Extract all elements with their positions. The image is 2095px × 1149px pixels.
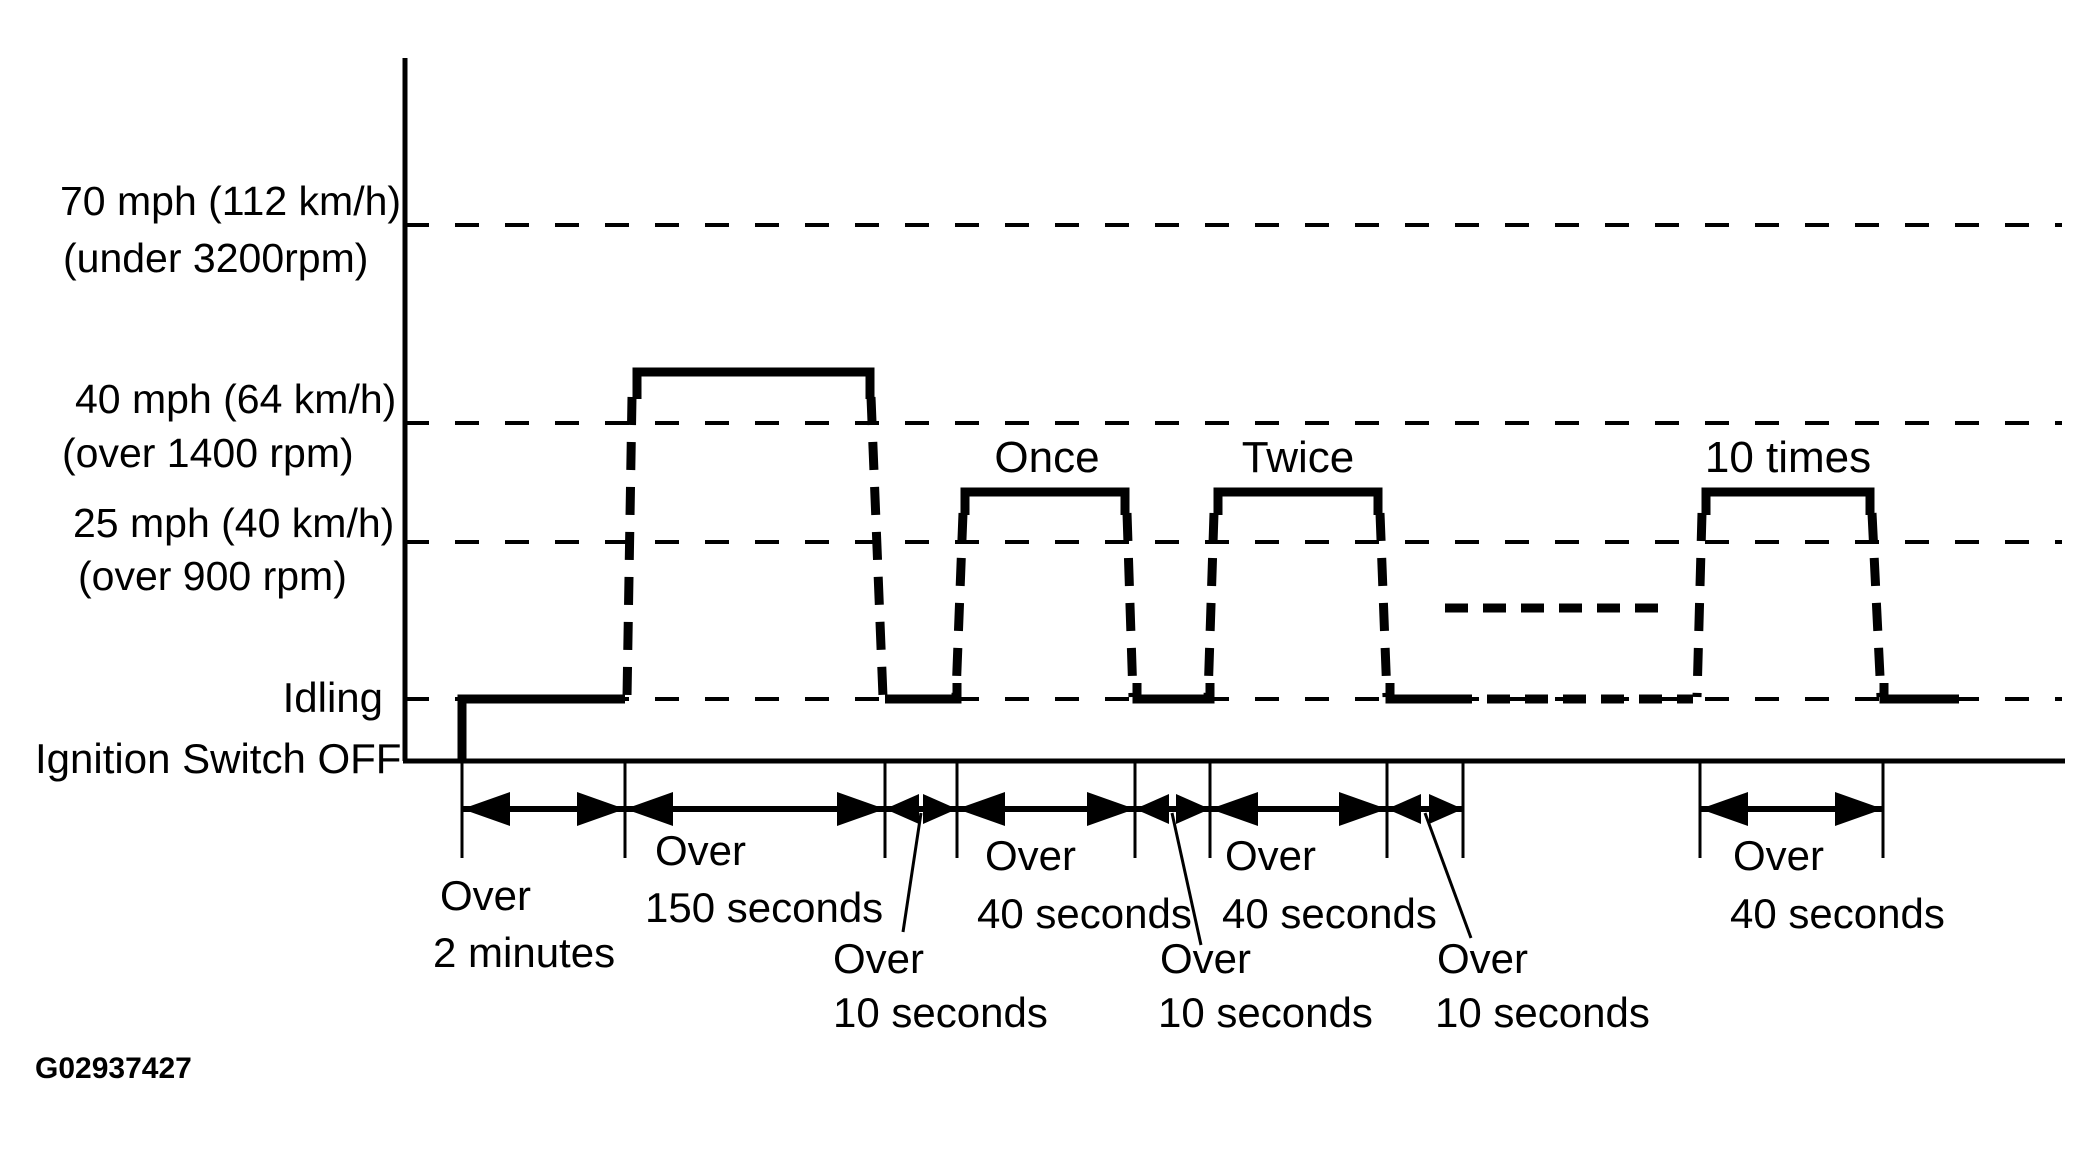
duration-10-seconds-3-line1: Over [1437, 935, 1528, 982]
arrow-over-10-seconds-2 [1135, 794, 1210, 824]
trace-once-plateau [960, 487, 1130, 515]
trace-start-idle-segment [457, 694, 625, 763]
label-ten-times: 10 times [1705, 433, 1871, 482]
trace-ramp-up-ten-times [1692, 512, 1707, 698]
duration-2-minutes-line2: 2 minutes [433, 929, 615, 976]
duration-40-seconds-twice-line2: 40 seconds [1222, 890, 1437, 937]
duration-10-seconds-1-line2: 10 seconds [833, 989, 1048, 1036]
arrow-over-10-seconds-3 [1387, 794, 1463, 824]
trace-ramp-down-once [1122, 512, 1138, 698]
duration-150-seconds-line1: Over [655, 827, 746, 874]
trace-idle-segment-3 [1385, 683, 1472, 704]
trace-ramp-up-once [951, 512, 968, 696]
label-40mph-line2: (over 1400 rpm) [62, 430, 354, 476]
duration-40-seconds-ten-line1: Over [1733, 832, 1824, 879]
trace-ramp-down-twice [1375, 512, 1392, 698]
duration-10-seconds-3-line2: 10 seconds [1435, 989, 1650, 1036]
label-70mph-line2: (under 3200rpm) [63, 235, 368, 281]
trace-40mph-plateau [632, 367, 875, 399]
arrow-over-40-seconds-ten [1700, 792, 1883, 826]
trace-ramp-up-40mph [622, 396, 637, 698]
trace-ramp-down-ten-times [1867, 512, 1886, 698]
trace-idle-segment-1 [885, 683, 962, 704]
label-idling: Idling [283, 674, 383, 721]
arrow-over-40-seconds-once [957, 792, 1135, 826]
leader-10-seconds-1 [901, 812, 923, 933]
label-twice: Twice [1242, 433, 1354, 482]
duration-40-seconds-twice-line1: Over [1225, 832, 1316, 879]
duration-10-seconds-1-line1: Over [833, 935, 924, 982]
duration-150-seconds-line2: 150 seconds [645, 884, 883, 931]
label-40mph-line1: 40 mph (64 km/h) [75, 376, 396, 422]
trace-idle-segment-4 [1879, 683, 1959, 704]
trace-idle-segment-2 [1132, 683, 1215, 704]
trace-ramp-down-40mph [866, 396, 888, 698]
trace-ten-times-plateau [1701, 487, 1875, 515]
duration-2-minutes-line1: Over [440, 872, 531, 919]
trace-ramp-up-twice [1203, 512, 1219, 698]
label-ignition-switch-off: Ignition Switch OFF [35, 735, 401, 782]
duration-10-seconds-2-line2: 10 seconds [1158, 989, 1373, 1036]
leader-10-seconds-3 [1423, 812, 1473, 939]
duration-40-seconds-once-line1: Over [985, 832, 1076, 879]
label-once: Once [994, 433, 1099, 482]
label-70mph-line1: 70 mph (112 km/h) [60, 178, 401, 224]
figure-code: G02937427 [35, 1052, 192, 1085]
label-25mph-line1: 25 mph (40 km/h) [73, 500, 394, 546]
leader-10-seconds-2 [1170, 812, 1203, 946]
arrow-over-2-minutes [462, 792, 625, 826]
trace-twice-plateau [1213, 487, 1383, 515]
duration-40-seconds-once-line2: 40 seconds [977, 890, 1192, 937]
arrow-over-150-seconds [625, 792, 885, 826]
duration-40-seconds-ten-line2: 40 seconds [1730, 890, 1945, 937]
arrow-over-10-seconds-1 [885, 794, 957, 824]
duration-10-seconds-2-line1: Over [1160, 935, 1251, 982]
arrow-over-40-seconds-twice [1210, 792, 1387, 826]
label-25mph-line2: (over 900 rpm) [78, 553, 347, 599]
